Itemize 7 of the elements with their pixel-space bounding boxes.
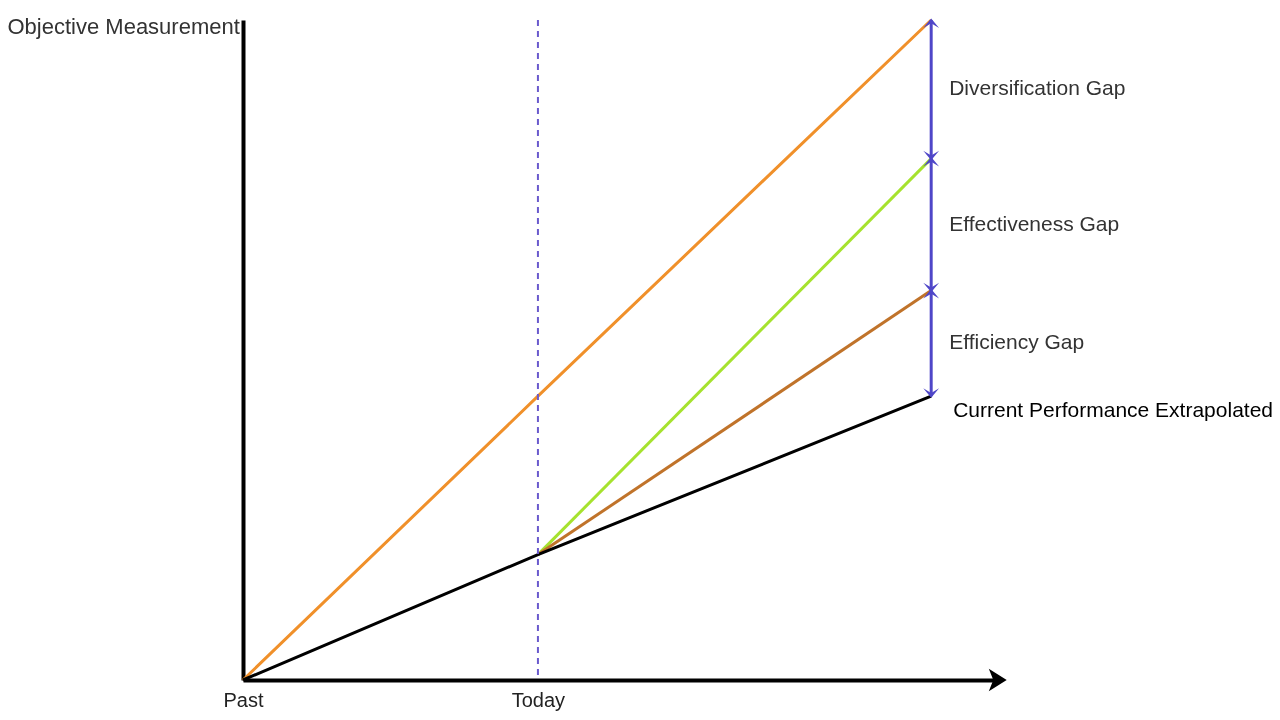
annotation: Effectiveness Gap [949, 211, 1120, 235]
x-tick-label: Past [223, 688, 264, 711]
y-axis-title: Objective Measurement [7, 13, 240, 39]
series-label: Current Performance Extrapolated [953, 398, 1274, 422]
annotation: Diversification Gap [949, 76, 1126, 100]
annotation: Efficiency Gap [949, 330, 1085, 354]
x-tick-label: Today [511, 688, 566, 711]
